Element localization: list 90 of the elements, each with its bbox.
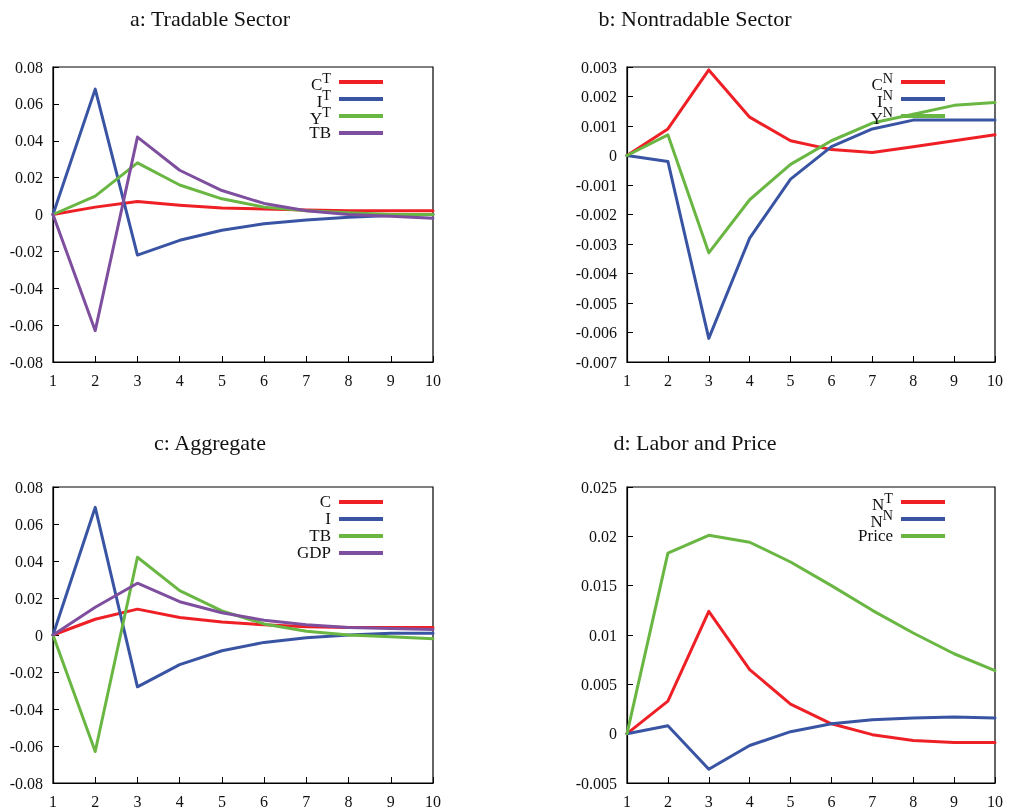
- y-tick-label: 0: [609, 725, 617, 743]
- x-tick-label: 1: [623, 792, 631, 810]
- y-tick-label: -0.005: [575, 294, 617, 312]
- x-tick-label: 5: [786, 371, 795, 389]
- y-tick-label: 0.08: [15, 478, 43, 496]
- y-tick-label: -0.007: [575, 353, 617, 371]
- x-tick-label: 8: [344, 371, 353, 389]
- y-tick-label: -0.06: [9, 316, 43, 334]
- x-tick-label: 3: [133, 371, 142, 389]
- line-series: [625, 68, 997, 157]
- x-tick-label: 2: [663, 371, 672, 389]
- x-tick-label: 2: [91, 792, 100, 810]
- y-tick-label: -0.06: [9, 737, 43, 755]
- x-tick-label: 9: [386, 792, 395, 810]
- x-tick-label: 6: [260, 371, 269, 389]
- y-tick-label: 0.02: [15, 589, 43, 607]
- chart-title: d: Labor and Price: [613, 429, 777, 455]
- x-tick-label: 10: [425, 371, 441, 389]
- y-tick-label: -0.003: [575, 235, 617, 253]
- legend-label: I: [325, 509, 331, 528]
- x-tick-label: 7: [868, 792, 877, 810]
- line-series: [51, 505, 435, 689]
- x-tick-label: 8: [909, 371, 918, 389]
- y-tick-label: -0.08: [9, 353, 43, 371]
- x-tick-label: 2: [91, 371, 100, 389]
- y-tick-label: 0.003: [581, 58, 617, 76]
- x-tick-label: 9: [386, 371, 395, 389]
- line-series: [625, 715, 997, 771]
- chart-title: a: Tradable Sector: [129, 5, 291, 31]
- y-tick-label: 0.04: [15, 132, 43, 150]
- y-tick-label: 0.01: [589, 626, 617, 644]
- y-tick-label: -0.001: [575, 176, 617, 194]
- y-tick-label: 0: [609, 147, 617, 164]
- y-tick-label: 0.005: [581, 675, 617, 693]
- line-series: [51, 581, 435, 637]
- x-tick-label: 4: [745, 792, 754, 810]
- chart-title: b: Nontradable Sector: [598, 5, 793, 31]
- y-tick-label: 0.04: [15, 552, 43, 570]
- x-tick-label: 10: [987, 371, 1003, 389]
- y-tick-label: -0.002: [575, 206, 617, 223]
- legend-label: TB: [309, 526, 331, 545]
- y-tick-label: 0: [35, 206, 43, 223]
- x-tick-label: 9: [950, 371, 959, 389]
- x-tick-label: 10: [987, 792, 1003, 810]
- x-tick-label: 5: [786, 792, 795, 810]
- y-tick-label: -0.02: [9, 663, 43, 681]
- x-tick-label: 10: [425, 792, 441, 810]
- x-tick-label: 4: [175, 792, 184, 810]
- x-tick-label: 8: [909, 792, 918, 810]
- x-tick-label: 1: [49, 371, 57, 389]
- x-tick-label: 7: [302, 371, 311, 389]
- y-tick-label: 0.02: [589, 527, 617, 545]
- x-tick-label: 6: [827, 371, 836, 389]
- y-tick-label: 0.025: [581, 478, 617, 496]
- y-tick-label: -0.004: [575, 265, 617, 282]
- x-tick-label: 5: [217, 792, 226, 810]
- chart-title: c: Aggregate: [154, 429, 266, 455]
- legend-label: TB: [309, 123, 331, 142]
- legend-label: Price: [858, 526, 893, 545]
- x-tick-label: 4: [745, 371, 754, 389]
- x-tick-label: 7: [868, 371, 877, 389]
- y-tick-label: 0.02: [15, 169, 43, 187]
- x-tick-label: 1: [623, 371, 631, 389]
- x-tick-label: 9: [950, 792, 959, 810]
- y-tick-label: 0: [35, 626, 43, 644]
- x-tick-label: 3: [704, 792, 713, 810]
- y-tick-label: 0.08: [15, 58, 43, 76]
- y-tick-label: -0.08: [9, 774, 43, 792]
- y-tick-label: 0.06: [15, 95, 43, 113]
- x-tick-label: 3: [133, 792, 142, 810]
- x-tick-label: 2: [663, 792, 672, 810]
- x-tick-label: 6: [827, 792, 836, 810]
- y-tick-label: -0.02: [9, 242, 43, 260]
- y-tick-label: 0.002: [581, 88, 617, 105]
- x-tick-label: 6: [260, 792, 269, 810]
- x-tick-label: 4: [175, 371, 184, 389]
- y-tick-label: 0.001: [581, 117, 617, 135]
- y-tick-label: -0.006: [575, 324, 617, 341]
- x-tick-label: 8: [344, 792, 353, 810]
- x-tick-label: 3: [704, 371, 713, 389]
- y-tick-label: -0.005: [575, 774, 617, 792]
- y-tick-label: -0.04: [9, 700, 43, 718]
- x-tick-label: 5: [217, 371, 226, 389]
- legend-label: C: [319, 492, 331, 511]
- x-tick-label: 1: [49, 792, 57, 810]
- y-tick-label: 0.015: [581, 577, 617, 595]
- legend-label: GDP: [296, 543, 331, 562]
- x-tick-label: 7: [302, 792, 311, 810]
- y-tick-label: -0.04: [9, 279, 43, 297]
- y-tick-label: 0.06: [15, 515, 43, 533]
